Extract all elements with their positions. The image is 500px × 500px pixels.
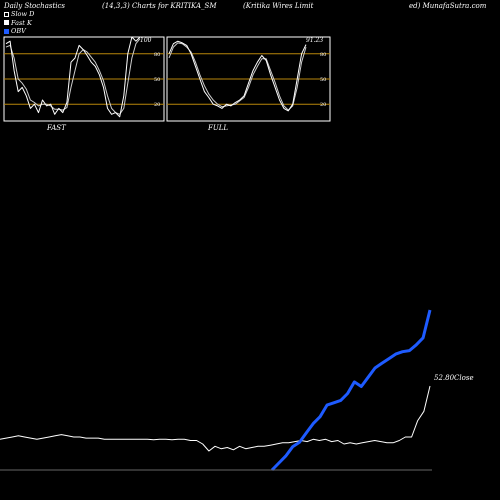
full-last-value-label: 91.23 bbox=[306, 37, 323, 44]
header-title: (14,3,3) Charts for KRITIKA_SM bbox=[102, 2, 217, 10]
legend-label-fast-k: Fast K bbox=[11, 18, 32, 27]
legend-item-obv: OBV bbox=[4, 27, 34, 36]
slow-d-swatch-icon bbox=[4, 11, 9, 17]
fast-ytick-80: 80 bbox=[154, 52, 160, 58]
fast-panel-title: FAST bbox=[46, 124, 67, 132]
fast-ytick-20: 20 bbox=[154, 102, 160, 108]
full-fast-k-line bbox=[168, 40, 307, 112]
full-panel-title: FULL bbox=[207, 124, 228, 132]
legend-item-fast-k: Fast K bbox=[4, 19, 34, 28]
fast-k-swatch-icon bbox=[4, 20, 9, 26]
close-price-line bbox=[0, 385, 431, 452]
fast-last-value-label: 100 bbox=[140, 37, 152, 44]
close-value-label: 52.80Close bbox=[434, 374, 474, 382]
obv-line bbox=[270, 309, 432, 472]
legend-label-obv: OBV bbox=[11, 27, 26, 35]
fast-fast-k-line bbox=[5, 36, 141, 118]
full-ytick-20: 20 bbox=[320, 102, 326, 108]
legend-label-slow-d: Slow D bbox=[11, 10, 35, 18]
header-left: Daily Stochastics bbox=[4, 2, 66, 10]
full-slow-d-line bbox=[168, 42, 307, 111]
legend: Slow D Fast K OBV bbox=[4, 10, 34, 36]
full-ytick-50: 50 bbox=[320, 77, 326, 83]
fast-slow-d-line bbox=[5, 38, 141, 115]
header-site: ed) MunafaSutra.com bbox=[409, 2, 487, 10]
legend-item-slow-d: Slow D bbox=[4, 10, 34, 19]
obv-swatch-icon bbox=[4, 28, 9, 34]
header-company: (Kritika Wires Limit bbox=[243, 2, 314, 10]
full-ytick-80: 80 bbox=[320, 52, 326, 58]
fast-ytick-50: 50 bbox=[154, 77, 160, 83]
